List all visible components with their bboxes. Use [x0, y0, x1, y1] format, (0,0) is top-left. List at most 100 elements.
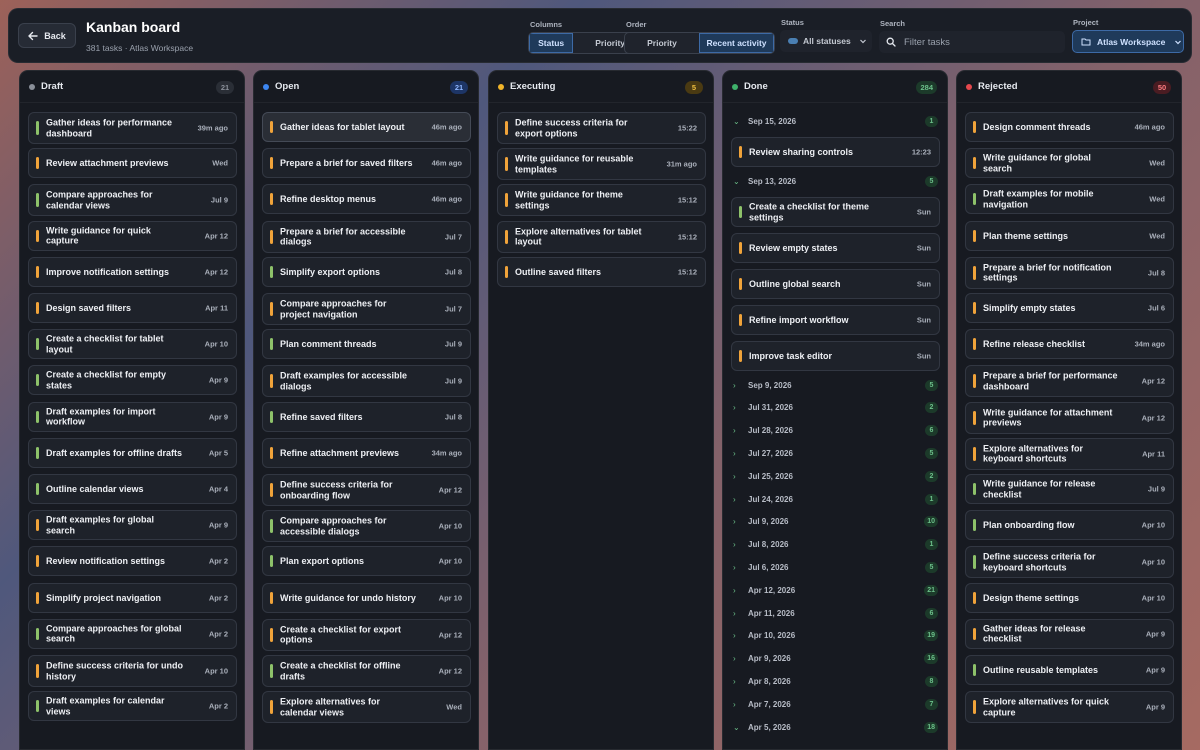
task-card[interactable]: Simplify export options Jul 8 [262, 256, 471, 287]
task-card[interactable]: Prepare a brief for accessible dialogs Ju… [262, 220, 471, 253]
task-card[interactable]: Simplify empty states Jul 6 [965, 293, 1174, 323]
task-card[interactable]: Explore alternatives for quick capture Ap… [965, 691, 1174, 724]
task-card[interactable]: Plan export options Apr 10 [262, 546, 471, 577]
date-group-header[interactable]: › Apr 9, 2026 16 [731, 651, 940, 667]
date-group-header[interactable]: › Apr 12, 2026 21 [731, 582, 940, 598]
task-card[interactable]: Design theme settings Apr 10 [965, 582, 1174, 613]
task-card[interactable]: Write guidance for theme settings 15:12 [497, 184, 706, 217]
task-card[interactable]: Write guidance for release checklist Jul … [965, 474, 1174, 504]
task-card[interactable]: Outline calendar views Apr 4 [28, 474, 237, 504]
search-field[interactable] [879, 31, 1065, 53]
task-card[interactable]: Prepare a brief for saved filters 46m ago [262, 148, 471, 179]
task-card[interactable]: Refine release checklist 34m ago [965, 329, 1174, 360]
task-card[interactable]: Create a checklist for empty states Apr 9 [28, 365, 237, 396]
task-card[interactable]: Gather ideas for tablet layout 46m ago [262, 112, 471, 142]
task-card[interactable]: Explore alternatives for calendar views W… [262, 691, 471, 724]
date-group-header[interactable]: › Jul 24, 2026 1 [731, 491, 940, 507]
task-card[interactable]: Design saved filters Apr 11 [28, 293, 237, 323]
task-card[interactable]: Improve notification settings Apr 12 [28, 256, 237, 287]
task-card[interactable]: Prepare a brief for notification setting… [965, 256, 1174, 289]
task-card[interactable]: Outline reusable templates Apr 9 [965, 655, 1174, 685]
task-card[interactable]: Plan onboarding flow Apr 10 [965, 510, 1174, 541]
priority-bar [973, 410, 976, 425]
task-card[interactable]: Write guidance for quick capture Apr 12 [28, 220, 237, 251]
date-group-header[interactable]: › Jul 27, 2026 5 [731, 445, 940, 461]
task-time: Jul 8 [1147, 268, 1165, 278]
task-card[interactable]: Draft examples for import workflow Apr 9 [28, 401, 237, 432]
task-title: Write guidance for quick capture [46, 225, 151, 246]
task-card[interactable]: Write guidance for global search Wed [965, 148, 1174, 179]
columns-toggle: Status Priority [528, 32, 648, 54]
date-group-header[interactable]: › Jul 31, 2026 2 [731, 400, 940, 416]
task-card[interactable]: Gather ideas for release checklist Apr 9 [965, 618, 1174, 649]
task-card[interactable]: Write guidance for attachment previews Ap… [965, 401, 1174, 434]
task-card[interactable]: Draft examples for accessible dialogs Jul… [262, 365, 471, 398]
task-card[interactable]: Refine attachment previews 34m ago [262, 437, 471, 468]
date-group-header[interactable]: › Apr 7, 2026 7 [731, 696, 940, 712]
task-card[interactable]: Write guidance for reusable templates 31m… [497, 148, 706, 181]
task-time: Jul 8 [444, 267, 462, 277]
task-card[interactable]: Compare approaches for accessible dialog… [262, 510, 471, 543]
task-card[interactable]: Plan theme settings Wed [965, 220, 1174, 251]
order-option-recent-activity[interactable]: Recent activity [699, 33, 774, 53]
task-time: Jul 9 [444, 376, 462, 386]
date-group-header[interactable]: › Apr 10, 2026 19 [731, 628, 940, 644]
status-dropdown[interactable]: All statuses [780, 30, 872, 52]
search-input[interactable] [904, 36, 1054, 48]
task-card[interactable]: Define success criteria for undo history… [28, 655, 237, 687]
task-card[interactable]: Gather ideas for performance dashboard 39… [28, 112, 237, 144]
back-button[interactable]: Back [18, 23, 76, 48]
task-card[interactable]: Simplify project navigation Apr 2 [28, 582, 237, 613]
date-group-header[interactable]: › Apr 8, 2026 8 [731, 673, 940, 689]
task-card[interactable]: Explore alternatives for tablet layout 15… [497, 220, 706, 253]
task-card[interactable]: Compare approaches for global search Apr … [28, 618, 237, 649]
columns-option-priority[interactable]: Priority [595, 38, 626, 48]
task-title: Review empty states [749, 242, 838, 253]
task-card[interactable]: Create a checklist for offline drafts Apr… [262, 655, 471, 687]
task-card[interactable]: Write guidance for undo history Apr 10 [262, 582, 471, 613]
task-card[interactable]: Refine import workflow Sun [731, 305, 940, 335]
task-title: Outline saved filters [515, 266, 602, 277]
task-card[interactable]: Create a checklist for export options Apr… [262, 618, 471, 651]
task-card[interactable]: Explore alternatives for keyboard shortc… [965, 437, 1174, 470]
columns-option-status[interactable]: Status [529, 33, 574, 53]
group-date: Jul 24, 2026 [748, 494, 793, 504]
date-group-header[interactable]: › Sep 9, 2026 5 [731, 377, 940, 393]
task-card[interactable]: Define success criteria for onboarding f… [262, 474, 471, 506]
date-group-header[interactable]: › Jul 28, 2026 6 [731, 423, 940, 439]
task-card[interactable]: Draft examples for global search Apr 9 [28, 510, 237, 541]
task-card[interactable]: Refine saved filters Jul 8 [262, 401, 471, 432]
task-time: Apr 9 [1145, 629, 1165, 639]
date-group-header[interactable]: ⌄ Apr 5, 2026 18 [731, 719, 940, 735]
task-card[interactable]: Refine desktop menus 46m ago [262, 184, 471, 215]
task-card[interactable]: Define success criteria for keyboard sho… [965, 546, 1174, 579]
date-group-header[interactable]: › Jul 9, 2026 10 [731, 514, 940, 530]
task-card[interactable]: Review empty states Sun [731, 233, 940, 263]
task-card[interactable]: Define success criteria for export optio… [497, 112, 706, 144]
task-card[interactable]: Design comment threads 46m ago [965, 112, 1174, 142]
date-group-header[interactable]: › Jul 6, 2026 5 [731, 559, 940, 575]
task-card[interactable]: Prepare a brief for performance dashboar… [965, 365, 1174, 398]
task-card[interactable]: Review notification settings Apr 2 [28, 546, 237, 577]
task-card[interactable]: Draft examples for mobile navigation Wed [965, 184, 1174, 215]
date-group-header[interactable]: › Jul 8, 2026 1 [731, 537, 940, 553]
date-group-header[interactable]: › Apr 11, 2026 6 [731, 605, 940, 621]
project-dropdown[interactable]: Atlas Workspace [1072, 30, 1184, 53]
date-group-header[interactable]: › Jul 25, 2026 2 [731, 468, 940, 484]
task-card[interactable]: Compare approaches for project navigatio… [262, 293, 471, 325]
task-card[interactable]: Create a checklist for tablet layout Apr … [28, 329, 237, 360]
date-group-header[interactable]: ⌄ Sep 13, 2026 5 [731, 173, 940, 189]
task-card[interactable]: Outline saved filters 15:12 [497, 256, 706, 287]
task-card[interactable]: Compare approaches for calendar views Jul… [28, 184, 237, 217]
task-card[interactable]: Create a checklist for theme settings Sun [731, 197, 940, 227]
task-card[interactable]: Review sharing controls 12:23 [731, 137, 940, 167]
task-card[interactable]: Outline global search Sun [731, 269, 940, 299]
priority-bar [739, 206, 742, 218]
task-card[interactable]: Improve task editor Sun [731, 341, 940, 371]
task-card[interactable]: Draft examples for calendar views Apr 2 [28, 691, 237, 722]
order-option-priority[interactable]: Priority [647, 38, 677, 48]
date-group-header[interactable]: ⌄ Sep 15, 2026 1 [731, 113, 940, 129]
task-card[interactable]: Draft examples for offline drafts Apr 5 [28, 437, 237, 468]
task-card[interactable]: Plan comment threads Jul 9 [262, 329, 471, 360]
task-card[interactable]: Review attachment previews Wed [28, 148, 237, 179]
